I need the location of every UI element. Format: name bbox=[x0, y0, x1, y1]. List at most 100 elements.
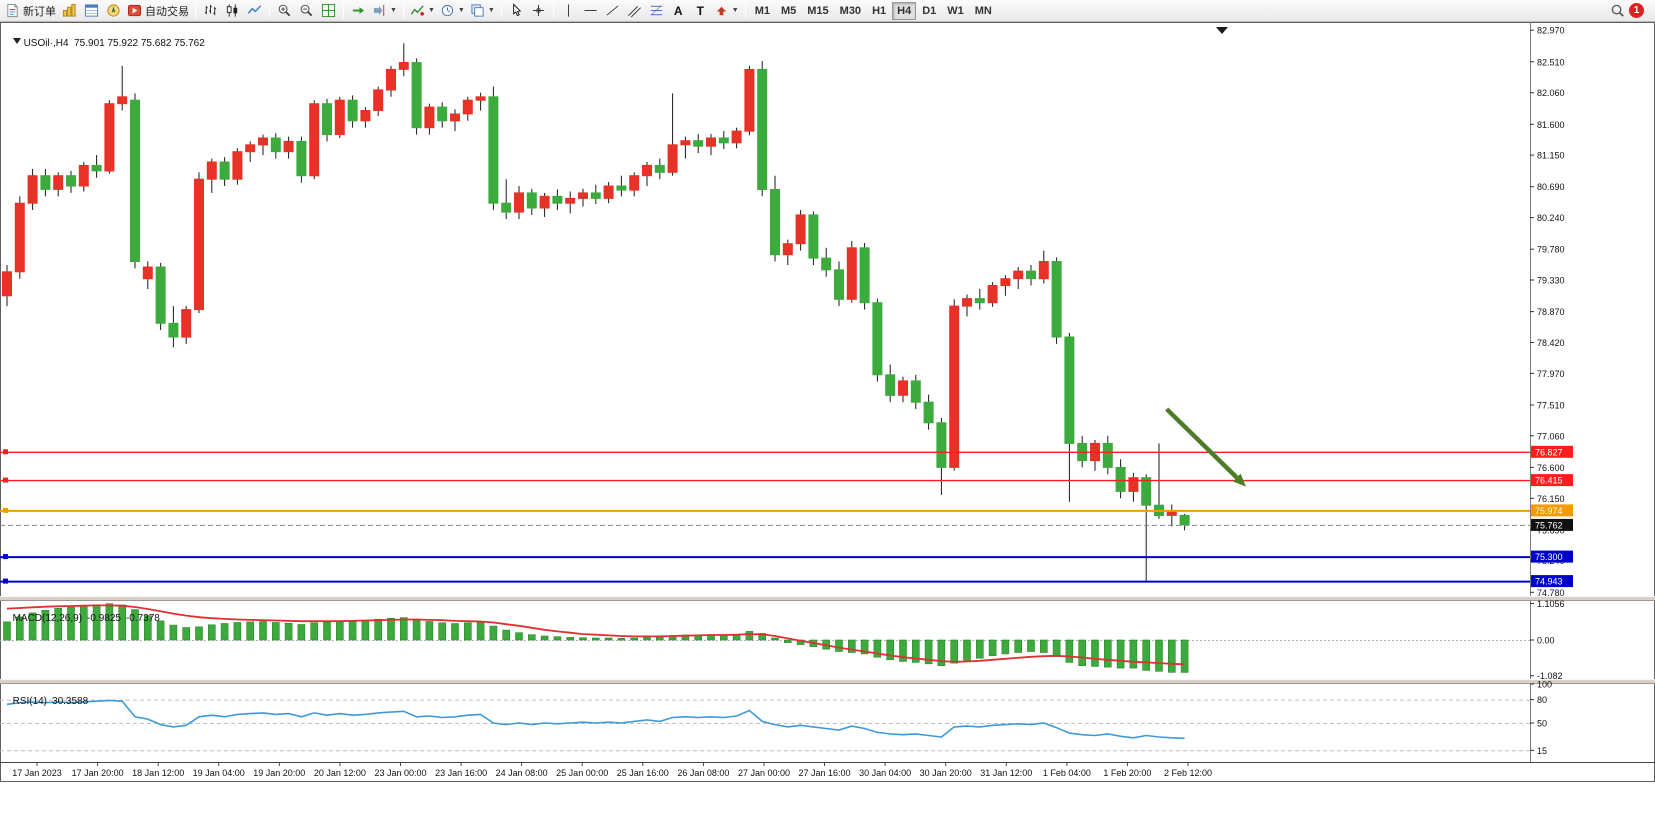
data-window-icon bbox=[84, 4, 99, 17]
svg-text:2 Feb 12:00: 2 Feb 12:00 bbox=[1164, 768, 1212, 778]
timeframe-w1-button[interactable]: W1 bbox=[942, 2, 969, 20]
vertical-line-tool-button[interactable] bbox=[558, 1, 579, 21]
zoom-in-button[interactable] bbox=[274, 1, 295, 21]
navigator-button[interactable] bbox=[103, 1, 124, 21]
horizontal-line-tool-button[interactable] bbox=[580, 1, 601, 21]
svg-text:1 Feb 04:00: 1 Feb 04:00 bbox=[1043, 768, 1091, 778]
svg-text:75.300: 75.300 bbox=[1535, 552, 1563, 562]
channel-tool-button[interactable] bbox=[624, 1, 645, 21]
svg-text:80.240: 80.240 bbox=[1537, 213, 1565, 223]
ohlc-bars-icon bbox=[204, 4, 217, 16]
market-watch-icon bbox=[62, 3, 76, 17]
toolbar-separator bbox=[269, 3, 270, 18]
timeframe-m1-button[interactable]: M1 bbox=[750, 2, 775, 20]
chevron-down-icon: ▼ bbox=[427, 7, 435, 14]
arrow-shapes-icon bbox=[716, 6, 726, 16]
svg-text:77.970: 77.970 bbox=[1537, 369, 1565, 379]
svg-text:25 Jan 00:00: 25 Jan 00:00 bbox=[556, 768, 608, 778]
chart-title-text: USOil·,H4 75.901 75.922 75.682 75.762 bbox=[23, 38, 205, 49]
macd-name: MACD(12,26,9) bbox=[12, 613, 83, 624]
candlestick-icon bbox=[226, 4, 238, 17]
clock-icon bbox=[441, 4, 453, 17]
timeframe-mn-button[interactable]: MN bbox=[970, 2, 997, 20]
svg-text:77.060: 77.060 bbox=[1537, 431, 1565, 441]
templates-button[interactable]: ▼ bbox=[468, 1, 497, 21]
label-tool-button[interactable]: T bbox=[690, 1, 711, 21]
chart-canvas[interactable]: 82.970 82.510 82.060 81.600 81.150 80.690 80.2… bbox=[0, 22, 1655, 825]
timeframe-m30-button[interactable]: M30 bbox=[835, 2, 866, 20]
arrows-tool-button[interactable]: ▼ bbox=[712, 1, 741, 21]
svg-text:82.060: 82.060 bbox=[1537, 88, 1565, 98]
timeframe-h4-button[interactable]: H4 bbox=[892, 1, 917, 20]
new-order-icon bbox=[7, 3, 18, 18]
svg-text:20 Jan 12:00: 20 Jan 12:00 bbox=[314, 768, 366, 778]
auto-trading-button[interactable]: 自动交易 bbox=[125, 1, 191, 21]
fibonacci-tool-button[interactable] bbox=[646, 1, 667, 21]
main-toolbar: 新订单 自动交易 ▼ ▼ bbox=[0, 0, 1655, 22]
text-tool-button[interactable]: A bbox=[668, 1, 689, 21]
svg-text:100: 100 bbox=[1537, 680, 1552, 690]
svg-text:0.00: 0.00 bbox=[1537, 636, 1555, 646]
svg-text:18 Jan 12:00: 18 Jan 12:00 bbox=[132, 768, 184, 778]
timeframe-h1-button[interactable]: H1 bbox=[867, 2, 891, 20]
svg-text:1 Feb 20:00: 1 Feb 20:00 bbox=[1103, 768, 1151, 778]
toolbar-separator bbox=[343, 3, 344, 18]
market-watch-button[interactable] bbox=[59, 1, 80, 21]
indicators-icon bbox=[410, 5, 424, 16]
text-tool-label: A bbox=[673, 3, 683, 18]
trendline-tool-button[interactable] bbox=[602, 1, 623, 21]
svg-text:30 Jan 20:00: 30 Jan 20:00 bbox=[920, 768, 972, 778]
navigator-icon bbox=[107, 4, 120, 17]
trendline-icon bbox=[606, 5, 619, 16]
svg-text:25 Jan 16:00: 25 Jan 16:00 bbox=[617, 768, 669, 778]
svg-text:74.943: 74.943 bbox=[1535, 577, 1563, 587]
toolbar-separator bbox=[552, 3, 554, 18]
chevron-down-icon: ▼ bbox=[457, 7, 465, 14]
cursor-icon bbox=[512, 3, 522, 17]
svg-text:1.1056: 1.1056 bbox=[1537, 599, 1565, 609]
svg-text:19 Jan 04:00: 19 Jan 04:00 bbox=[193, 768, 245, 778]
svg-text:76.600: 76.600 bbox=[1537, 463, 1565, 473]
indicators-button[interactable]: ▼ bbox=[408, 1, 437, 21]
auto-scroll-button[interactable] bbox=[348, 1, 369, 21]
zoom-out-button[interactable] bbox=[296, 1, 317, 21]
rsi-value: 30.3588 bbox=[52, 696, 89, 707]
bar-chart-mode-button[interactable] bbox=[200, 1, 221, 21]
line-chart-mode-button[interactable] bbox=[244, 1, 265, 21]
rsi-name: RSI(14) bbox=[12, 696, 48, 707]
templates-icon bbox=[471, 4, 484, 17]
auto-trading-icon bbox=[127, 4, 142, 17]
new-order-button[interactable]: 新订单 bbox=[3, 1, 58, 21]
tile-windows-icon bbox=[321, 3, 336, 18]
tile-windows-button[interactable] bbox=[318, 1, 339, 21]
timeframe-m15-button[interactable]: M15 bbox=[802, 2, 833, 20]
chevron-down-icon: ▼ bbox=[487, 7, 495, 14]
timeframe-d1-button[interactable]: D1 bbox=[917, 2, 941, 20]
svg-text:17 Jan 20:00: 17 Jan 20:00 bbox=[72, 768, 124, 778]
chevron-down-icon: ▼ bbox=[731, 7, 739, 14]
svg-text:82.970: 82.970 bbox=[1537, 26, 1565, 36]
notification-badge[interactable]: 1 bbox=[1629, 3, 1644, 18]
vertical-line-icon bbox=[567, 4, 569, 17]
crosshair-button[interactable] bbox=[528, 1, 549, 21]
svg-text:27 Jan 00:00: 27 Jan 00:00 bbox=[738, 768, 790, 778]
search-button[interactable] bbox=[1607, 1, 1628, 21]
svg-text:78.420: 78.420 bbox=[1537, 338, 1565, 348]
macd-signal-value: -0.7378 bbox=[125, 613, 160, 624]
svg-text:26 Jan 08:00: 26 Jan 08:00 bbox=[677, 768, 729, 778]
svg-text:23 Jan 00:00: 23 Jan 00:00 bbox=[374, 768, 426, 778]
label-tool-label: T bbox=[696, 3, 704, 18]
new-order-label: 新订单 bbox=[23, 5, 56, 18]
chart-menu-icon bbox=[12, 38, 21, 48]
timeframe-m5-button[interactable]: M5 bbox=[776, 2, 801, 20]
auto-scroll-icon bbox=[352, 7, 365, 14]
chart-shift-button[interactable]: ▼ bbox=[370, 1, 399, 21]
svg-text:23 Jan 16:00: 23 Jan 16:00 bbox=[435, 768, 487, 778]
cursor-button[interactable] bbox=[506, 1, 527, 21]
data-window-button[interactable] bbox=[81, 1, 102, 21]
svg-text:31 Jan 12:00: 31 Jan 12:00 bbox=[980, 768, 1032, 778]
periods-button[interactable]: ▼ bbox=[438, 1, 467, 21]
candlestick-mode-button[interactable] bbox=[222, 1, 243, 21]
svg-text:76.827: 76.827 bbox=[1535, 447, 1563, 457]
svg-text:79.780: 79.780 bbox=[1537, 245, 1565, 255]
